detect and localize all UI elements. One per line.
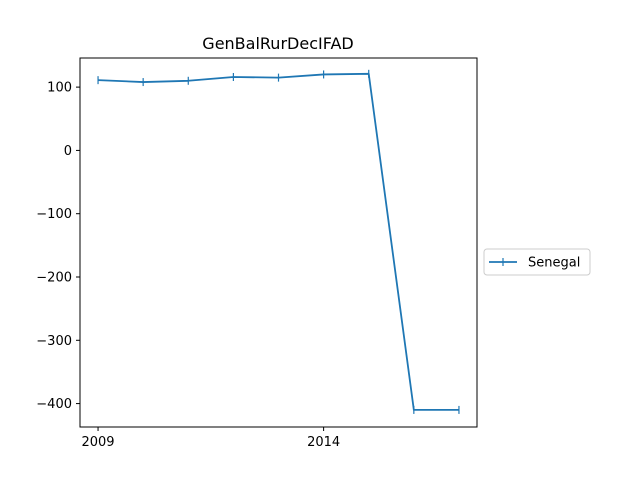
legend-box bbox=[483, 248, 591, 276]
y-tick-label: 0 bbox=[64, 144, 72, 159]
y-tick-label: −200 bbox=[36, 270, 72, 285]
y-tick-label: −400 bbox=[36, 397, 72, 412]
legend-label: Senegal bbox=[528, 256, 580, 271]
y-tick-label: −300 bbox=[36, 334, 72, 349]
y-tick-label: 100 bbox=[47, 81, 72, 96]
x-tick-label: 2009 bbox=[81, 435, 114, 450]
plot-area bbox=[97, 69, 460, 414]
plot-frame bbox=[79, 57, 478, 428]
y-tick-label: −100 bbox=[36, 207, 72, 222]
legend: Senegal bbox=[483, 248, 591, 276]
chart-title: GenBalRurDecIFAD bbox=[202, 34, 353, 53]
x-axis: 2009 2014 bbox=[81, 427, 340, 450]
y-axis: 100 0 −100 −200 −300 −400 bbox=[36, 81, 80, 412]
x-tick-label: 2014 bbox=[307, 435, 340, 450]
